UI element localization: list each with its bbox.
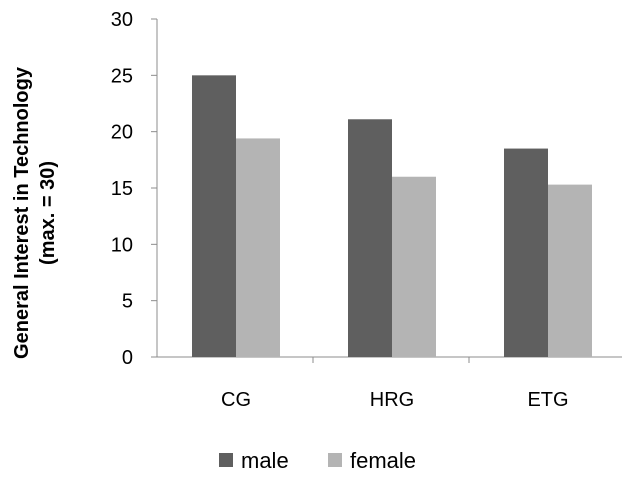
bar-male-etg bbox=[504, 148, 548, 357]
y-tick-label: 0 bbox=[122, 347, 133, 369]
bar-female-cg bbox=[236, 138, 280, 357]
legend-swatch-female bbox=[328, 453, 342, 467]
legend-label-male: male bbox=[241, 448, 289, 473]
bar-male-hrg bbox=[348, 119, 392, 357]
y-axis-title-sub: (max. = 30) bbox=[37, 161, 59, 265]
y-tick-label: 5 bbox=[122, 291, 133, 313]
bar-female-hrg bbox=[392, 176, 436, 357]
x-tick-label: CG bbox=[221, 389, 251, 411]
legend-item-female: female bbox=[328, 448, 416, 473]
y-tick-label: 10 bbox=[111, 234, 133, 256]
plot-area: 0 5 10 15 20 25 30 CG HRG ETG bbox=[111, 9, 622, 411]
legend-item-male: male bbox=[219, 448, 289, 473]
x-tick-label: ETG bbox=[527, 389, 568, 411]
x-tick-label: HRG bbox=[370, 389, 414, 411]
bar-female-etg bbox=[548, 184, 592, 357]
legend-label-female: female bbox=[350, 448, 416, 473]
bar-male-cg bbox=[192, 75, 236, 357]
y-axis-title-main: General Interest in Technology bbox=[11, 66, 33, 359]
y-tick-label: 20 bbox=[111, 122, 133, 144]
y-axis-title: General Interest in Technology (max. = 3… bbox=[11, 66, 59, 359]
legend-swatch-male bbox=[219, 453, 233, 467]
y-tick-label: 15 bbox=[111, 178, 133, 200]
legend: male female bbox=[219, 448, 416, 473]
y-tick-label: 30 bbox=[111, 9, 133, 31]
y-tick-label: 25 bbox=[111, 65, 133, 87]
